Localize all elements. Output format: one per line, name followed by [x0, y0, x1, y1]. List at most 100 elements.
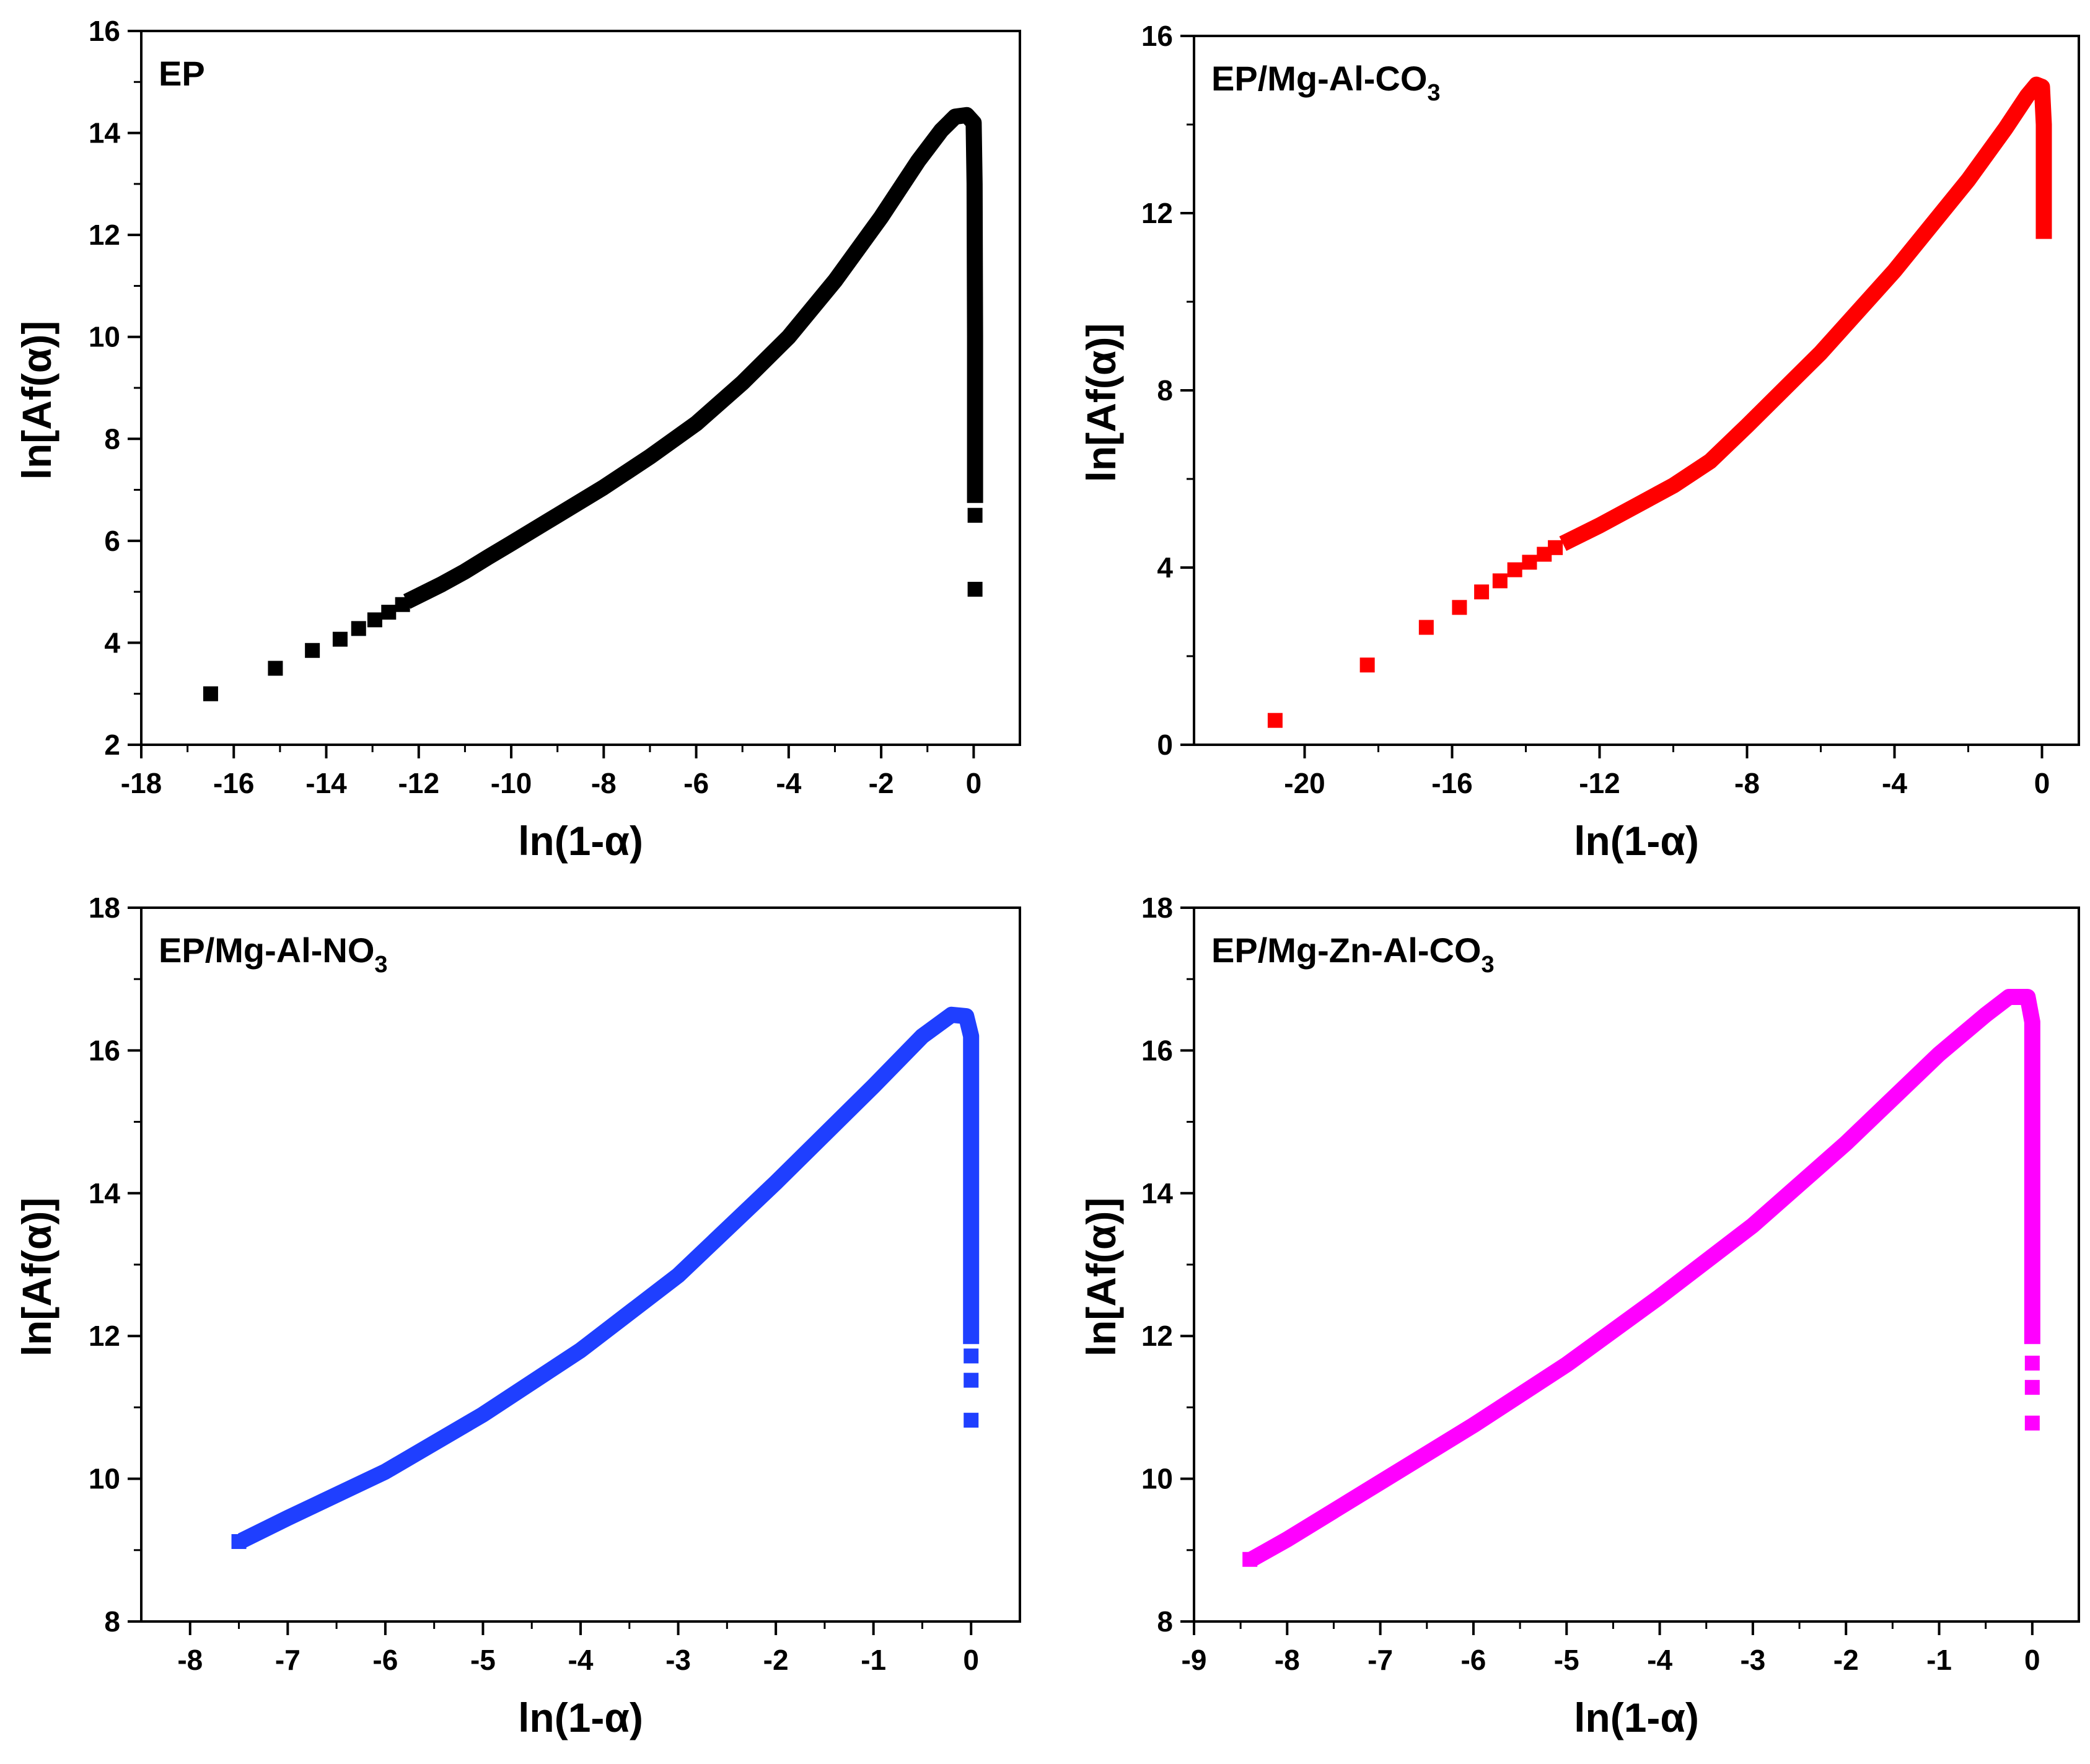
y-tick-label: 16	[1141, 1034, 1173, 1066]
chart-panel-1: -18 -16 -14 -12 -10 -8 -6 -4 -2 0 2 4 6 8 10 12 14 16 ln(1…	[14, 15, 1021, 864]
y-tick-label: 4	[104, 626, 120, 659]
y-tick-label: 12	[1141, 197, 1173, 229]
x-tick-label: -4	[776, 767, 801, 799]
y-tick-label: 8	[104, 423, 120, 455]
data-point	[2024, 1355, 2040, 1371]
y-tick-label: 10	[1141, 1463, 1173, 1495]
x-tick-label: -12	[1579, 767, 1620, 799]
data-point	[1418, 620, 1434, 635]
x-tick-label: -4	[568, 1644, 594, 1676]
y-tick-label: 12	[89, 219, 120, 251]
data-point	[203, 686, 218, 701]
plot-frame	[140, 30, 1021, 746]
data-point	[1522, 555, 1537, 570]
data-point	[1452, 600, 1467, 615]
x-tick-label: -14	[305, 767, 347, 799]
x-tick-label: -2	[1833, 1644, 1859, 1676]
data-series	[231, 1006, 980, 1549]
y-axis-label: ln[Af(α)]	[14, 1198, 59, 1357]
y-tick-label: 8	[1157, 1605, 1173, 1638]
x-axis-label: ln(1-α)	[1574, 818, 1699, 864]
x-tick-label: -1	[1926, 1644, 1952, 1676]
x-tick-label: -8	[591, 767, 617, 799]
data-series	[1242, 989, 2040, 1567]
x-axis-label: ln(1-α)	[518, 818, 643, 864]
x-tick-label: -3	[665, 1644, 691, 1676]
panel-title: EP	[159, 54, 205, 93]
x-tick-label: 0	[2024, 1644, 2040, 1676]
data-series	[203, 107, 983, 701]
x-tick-label: -7	[1368, 1644, 1393, 1676]
y-tick-label: 8	[1157, 374, 1173, 406]
y-tick-label: 2	[104, 729, 120, 761]
y-tick-label: 14	[89, 117, 121, 149]
y-tick-label: 16	[1141, 20, 1173, 52]
x-tick-label: 0	[966, 767, 982, 799]
data-point	[967, 507, 983, 523]
x-tick-label: -3	[1740, 1644, 1765, 1676]
x-tick-label: -10	[491, 767, 532, 799]
y-tick-label: 18	[1141, 892, 1173, 924]
x-tick-label: -1	[861, 1644, 886, 1676]
y-tick-label: 14	[89, 1177, 121, 1209]
x-tick-label: -4	[1647, 1644, 1672, 1676]
x-axis-label: ln(1-α)	[518, 1695, 643, 1740]
data-point	[964, 1372, 979, 1388]
x-tick-label: -16	[213, 767, 254, 799]
data-point	[351, 621, 366, 636]
data-point	[1492, 573, 1508, 589]
x-tick-label: -2	[869, 767, 894, 799]
x-tick-label: -8	[1275, 1644, 1300, 1676]
x-tick-label: -6	[372, 1644, 398, 1676]
panel-title: EP/Mg-Al-NO3	[159, 931, 388, 978]
y-tick-label: 10	[89, 321, 120, 353]
chart-panel-2: -20 -16 -12 -8 -4 0 0 4 8 12 16 ln(1-α) ln[Af(α)] EP/…	[1078, 20, 2080, 864]
y-tick-label: 6	[104, 525, 120, 557]
data-curve	[1248, 989, 2040, 1566]
plot-frame	[140, 906, 1021, 1623]
data-point	[1507, 562, 1522, 577]
data-point	[332, 631, 348, 647]
panel-title-subscript: 3	[1427, 80, 1440, 106]
data-point	[1267, 713, 1283, 728]
data-point	[381, 605, 397, 620]
y-tick-label: 4	[1157, 551, 1173, 584]
x-tick-label: -8	[177, 1644, 203, 1676]
data-point	[268, 660, 283, 676]
data-point	[305, 643, 320, 658]
x-tick-label: -5	[1554, 1644, 1579, 1676]
data-point	[367, 612, 382, 628]
x-tick-label: -8	[1734, 767, 1760, 799]
x-tick-label: -6	[1460, 1644, 1486, 1676]
x-tick-label: -2	[763, 1644, 789, 1676]
y-tick-label: 8	[104, 1605, 120, 1638]
data-point	[1359, 657, 1375, 673]
x-tick-label: -6	[683, 767, 709, 799]
chart-panel-3: -8 -7 -6 -5 -4 -3 -2 -1 0 8 10 12 14 16 18 ln(1-α) ln[Af…	[14, 892, 1021, 1740]
x-tick-label: -12	[398, 767, 439, 799]
x-tick-label: -16	[1431, 767, 1472, 799]
y-tick-label: 18	[89, 892, 120, 924]
data-curve	[237, 1006, 980, 1548]
x-tick-label: -5	[470, 1644, 496, 1676]
y-tick-label: 12	[1141, 1320, 1173, 1352]
y-tick-label: 12	[89, 1320, 120, 1352]
data-point	[1474, 584, 1490, 600]
y-tick-label: 16	[89, 1034, 120, 1066]
y-axis-label: ln[Af(α)]	[1078, 1198, 1124, 1357]
y-axis-label: ln[Af(α)]	[14, 321, 59, 480]
x-axis-label: ln(1-α)	[1574, 1695, 1699, 1740]
x-tick-label: 0	[2034, 767, 2050, 799]
panel-title: EP/Mg-Al-CO3	[1211, 59, 1441, 106]
data-point	[2024, 1415, 2040, 1431]
data-curve	[403, 107, 983, 609]
y-tick-label: 14	[1141, 1177, 1174, 1209]
data-point	[2024, 1380, 2040, 1395]
panel-title-subscript: 3	[374, 952, 387, 978]
y-tick-label: 0	[1157, 729, 1173, 761]
y-axis-label: ln[Af(α)]	[1078, 323, 1124, 483]
chart-panel-4: -9 -8 -7 -6 -5 -4 -3 -2 -1 0 8 10 12 14 16 18 ln(1-α) ln[…	[1078, 892, 2080, 1740]
data-point	[964, 1413, 979, 1428]
data-curve	[1559, 76, 2052, 551]
panel-title: EP/Mg-Zn-Al-CO3	[1211, 931, 1495, 978]
